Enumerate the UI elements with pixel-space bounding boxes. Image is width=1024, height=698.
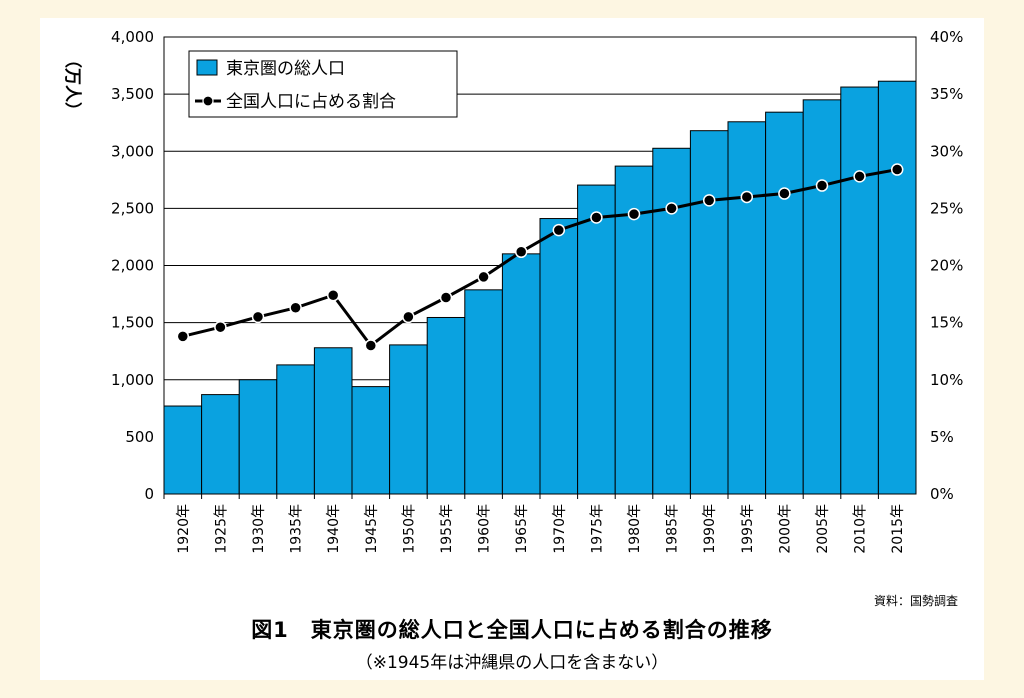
- y-left-tick-label: 1,000: [111, 371, 154, 389]
- y-right-tick-label: 35%: [930, 85, 963, 103]
- data-point: [702, 194, 716, 207]
- data-point: [778, 187, 791, 200]
- bar: [163, 405, 203, 495]
- y-left-tick-label: 2,500: [111, 199, 154, 217]
- x-tick-label: 1985年: [665, 504, 681, 554]
- bar: [727, 121, 767, 495]
- x-tick-label: 1995年: [740, 504, 756, 554]
- bar: [840, 86, 879, 495]
- y-left-tick-label: 2,000: [111, 257, 154, 275]
- bar: [389, 344, 428, 495]
- y-left-tick-label: 3,500: [111, 85, 154, 103]
- data-point: [289, 301, 302, 315]
- data-point: [853, 170, 866, 183]
- chart: 0 500 1,000 1,500 2,000 2,500 3,000 3,500 4,000 0…: [62, 28, 963, 554]
- bar: [238, 379, 278, 495]
- bar: [539, 218, 579, 495]
- y-left-tick-label: 4,000: [111, 28, 154, 46]
- y-right-tick-label: 10%: [930, 371, 963, 389]
- data-point: [477, 270, 490, 284]
- y-right-tick-label: 20%: [930, 257, 963, 275]
- data-point: [815, 179, 829, 192]
- bar: [351, 386, 391, 495]
- x-tick-label: 1960年: [477, 504, 493, 554]
- x-tick-label: 2005年: [815, 504, 831, 554]
- y-right-tick-label: 40%: [930, 28, 963, 46]
- data-point: [552, 223, 566, 237]
- y-left-tick-label: 0: [144, 485, 154, 503]
- bar: [877, 80, 917, 495]
- data-point: [590, 211, 603, 224]
- y-right-tick-label: 0%: [930, 485, 954, 503]
- legend-bar-swatch: [196, 59, 218, 76]
- data-point: [740, 190, 754, 204]
- bar: [426, 316, 466, 495]
- data-point: [364, 339, 378, 352]
- bar: [802, 99, 842, 495]
- bar: [201, 394, 240, 495]
- x-tick-label: 1970年: [552, 504, 568, 554]
- bar: [501, 253, 541, 495]
- data-point: [402, 310, 415, 324]
- x-tick-label: 2010年: [853, 504, 869, 554]
- y-left-tick-label: 3,000: [111, 142, 154, 160]
- y-right-tick-label: 15%: [930, 314, 963, 332]
- x-tick-label: 2015年: [890, 504, 906, 554]
- x-tick-label: 1940年: [326, 504, 342, 554]
- data-point: [326, 288, 340, 302]
- y-right-tick-label: 25%: [930, 199, 963, 217]
- x-tick-label: 1965年: [514, 504, 530, 554]
- bar: [689, 130, 729, 495]
- x-tick-label: 1930年: [251, 504, 267, 554]
- data-point: [665, 202, 678, 215]
- data-point: [514, 245, 528, 259]
- share-line: [182, 168, 898, 348]
- x-tick-label: 1990年: [702, 504, 718, 554]
- y-axis-label: （万人）: [62, 51, 83, 119]
- data-point: [176, 330, 190, 343]
- y-left-tick-label: 1,500: [111, 314, 154, 332]
- data-point: [627, 207, 641, 221]
- y-left-tick-label: 500: [125, 428, 154, 446]
- x-tick-label: 1945年: [364, 504, 380, 554]
- data-point: [251, 310, 265, 324]
- bar: [464, 289, 503, 495]
- y-right-tick-label: 5%: [930, 428, 954, 446]
- x-tick-label: 1955年: [439, 504, 455, 554]
- data-point: [890, 163, 904, 176]
- figure-title: 図1 東京圏の総人口と全国人口に占める割合の推移: [251, 618, 773, 642]
- bar: [577, 184, 616, 495]
- data-point: [214, 320, 227, 334]
- x-tick-label: 1920年: [176, 504, 192, 554]
- legend-label-line: 全国人口に占める割合: [226, 92, 396, 112]
- x-tick-label: 1980年: [627, 504, 643, 554]
- figure-subtitle: （※1945年は沖縄県の人口を含まない）: [355, 653, 669, 673]
- data-point: [439, 291, 453, 304]
- y-right-tick-label: 30%: [930, 142, 963, 160]
- legend-line-marker: [202, 95, 214, 107]
- bar: [276, 364, 315, 495]
- bar: [765, 111, 804, 495]
- bar: [652, 147, 691, 495]
- legend-box: [188, 50, 458, 118]
- legend-label-bar: 東京圏の総人口: [226, 59, 345, 79]
- x-tick-label: 1925年: [213, 504, 229, 554]
- x-tick-label: 1935年: [289, 504, 305, 554]
- source-note: 資料：国勢調査: [873, 594, 958, 608]
- figure-panel: 0 500 1,000 1,500 2,000 2,500 3,000 3,500 4,000 0…: [40, 18, 984, 680]
- x-tick-label: 2000年: [777, 504, 793, 554]
- x-tick-label: 1975年: [589, 504, 605, 554]
- bar: [313, 347, 353, 495]
- x-tick-label: 1950年: [401, 504, 417, 554]
